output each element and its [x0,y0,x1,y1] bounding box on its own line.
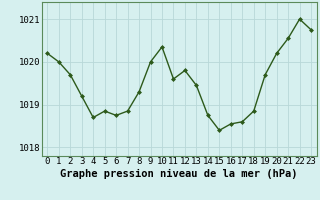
X-axis label: Graphe pression niveau de la mer (hPa): Graphe pression niveau de la mer (hPa) [60,169,298,179]
